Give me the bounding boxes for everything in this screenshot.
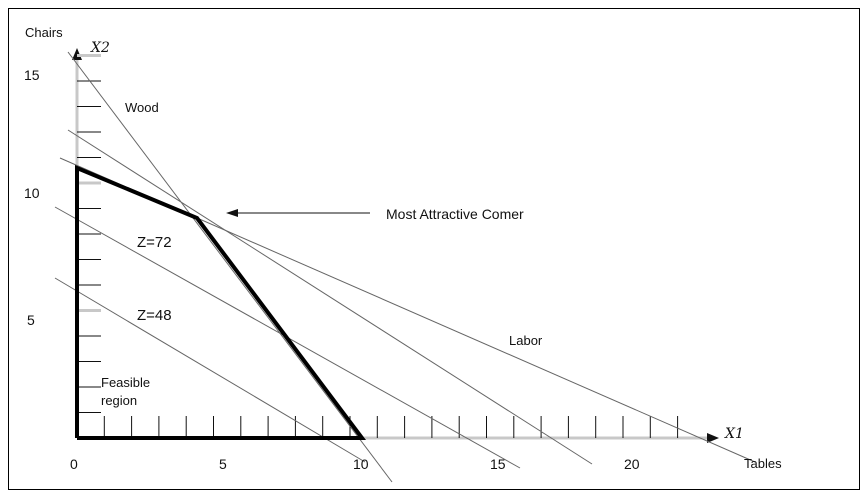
y-axis-name: Chairs <box>25 25 63 40</box>
y-tick-label-5: 5 <box>27 312 35 328</box>
y-axis-ticks <box>77 54 101 413</box>
x-tick-label-10: 10 <box>353 456 369 472</box>
callout-arrow-icon <box>226 209 238 217</box>
objective-line-z48 <box>54 277 366 463</box>
z72-label: Z=72 <box>137 234 172 251</box>
wood-label: Wood <box>125 100 159 115</box>
x-axis-ticks <box>103 416 679 438</box>
x-tick-label-5: 5 <box>219 456 227 472</box>
x-axis-arrow-icon <box>707 433 719 443</box>
y-variable-label: X2 <box>90 40 110 56</box>
wood-line <box>67 51 393 483</box>
x-tick-label-20: 20 <box>624 456 640 472</box>
y-tick-label-10: 10 <box>24 185 40 201</box>
labor-label: Labor <box>509 333 543 348</box>
x-axis-name: Tables <box>744 456 782 471</box>
callout-label: Most Attractive Comer <box>386 206 524 222</box>
figure-frame <box>8 8 860 490</box>
feasible-region-boundary <box>75 165 366 440</box>
x-tick-label-0: 0 <box>70 456 78 472</box>
y-tick-label-15: 15 <box>24 67 40 83</box>
z48-label: Z=48 <box>137 307 172 324</box>
feasible-region-label-line1: Feasible <box>101 375 150 390</box>
objective-line-upper <box>67 129 593 465</box>
x-variable-label: X1 <box>724 426 744 442</box>
x-tick-label-15: 15 <box>490 456 506 472</box>
feasible-region-label-line2: region <box>101 393 137 408</box>
